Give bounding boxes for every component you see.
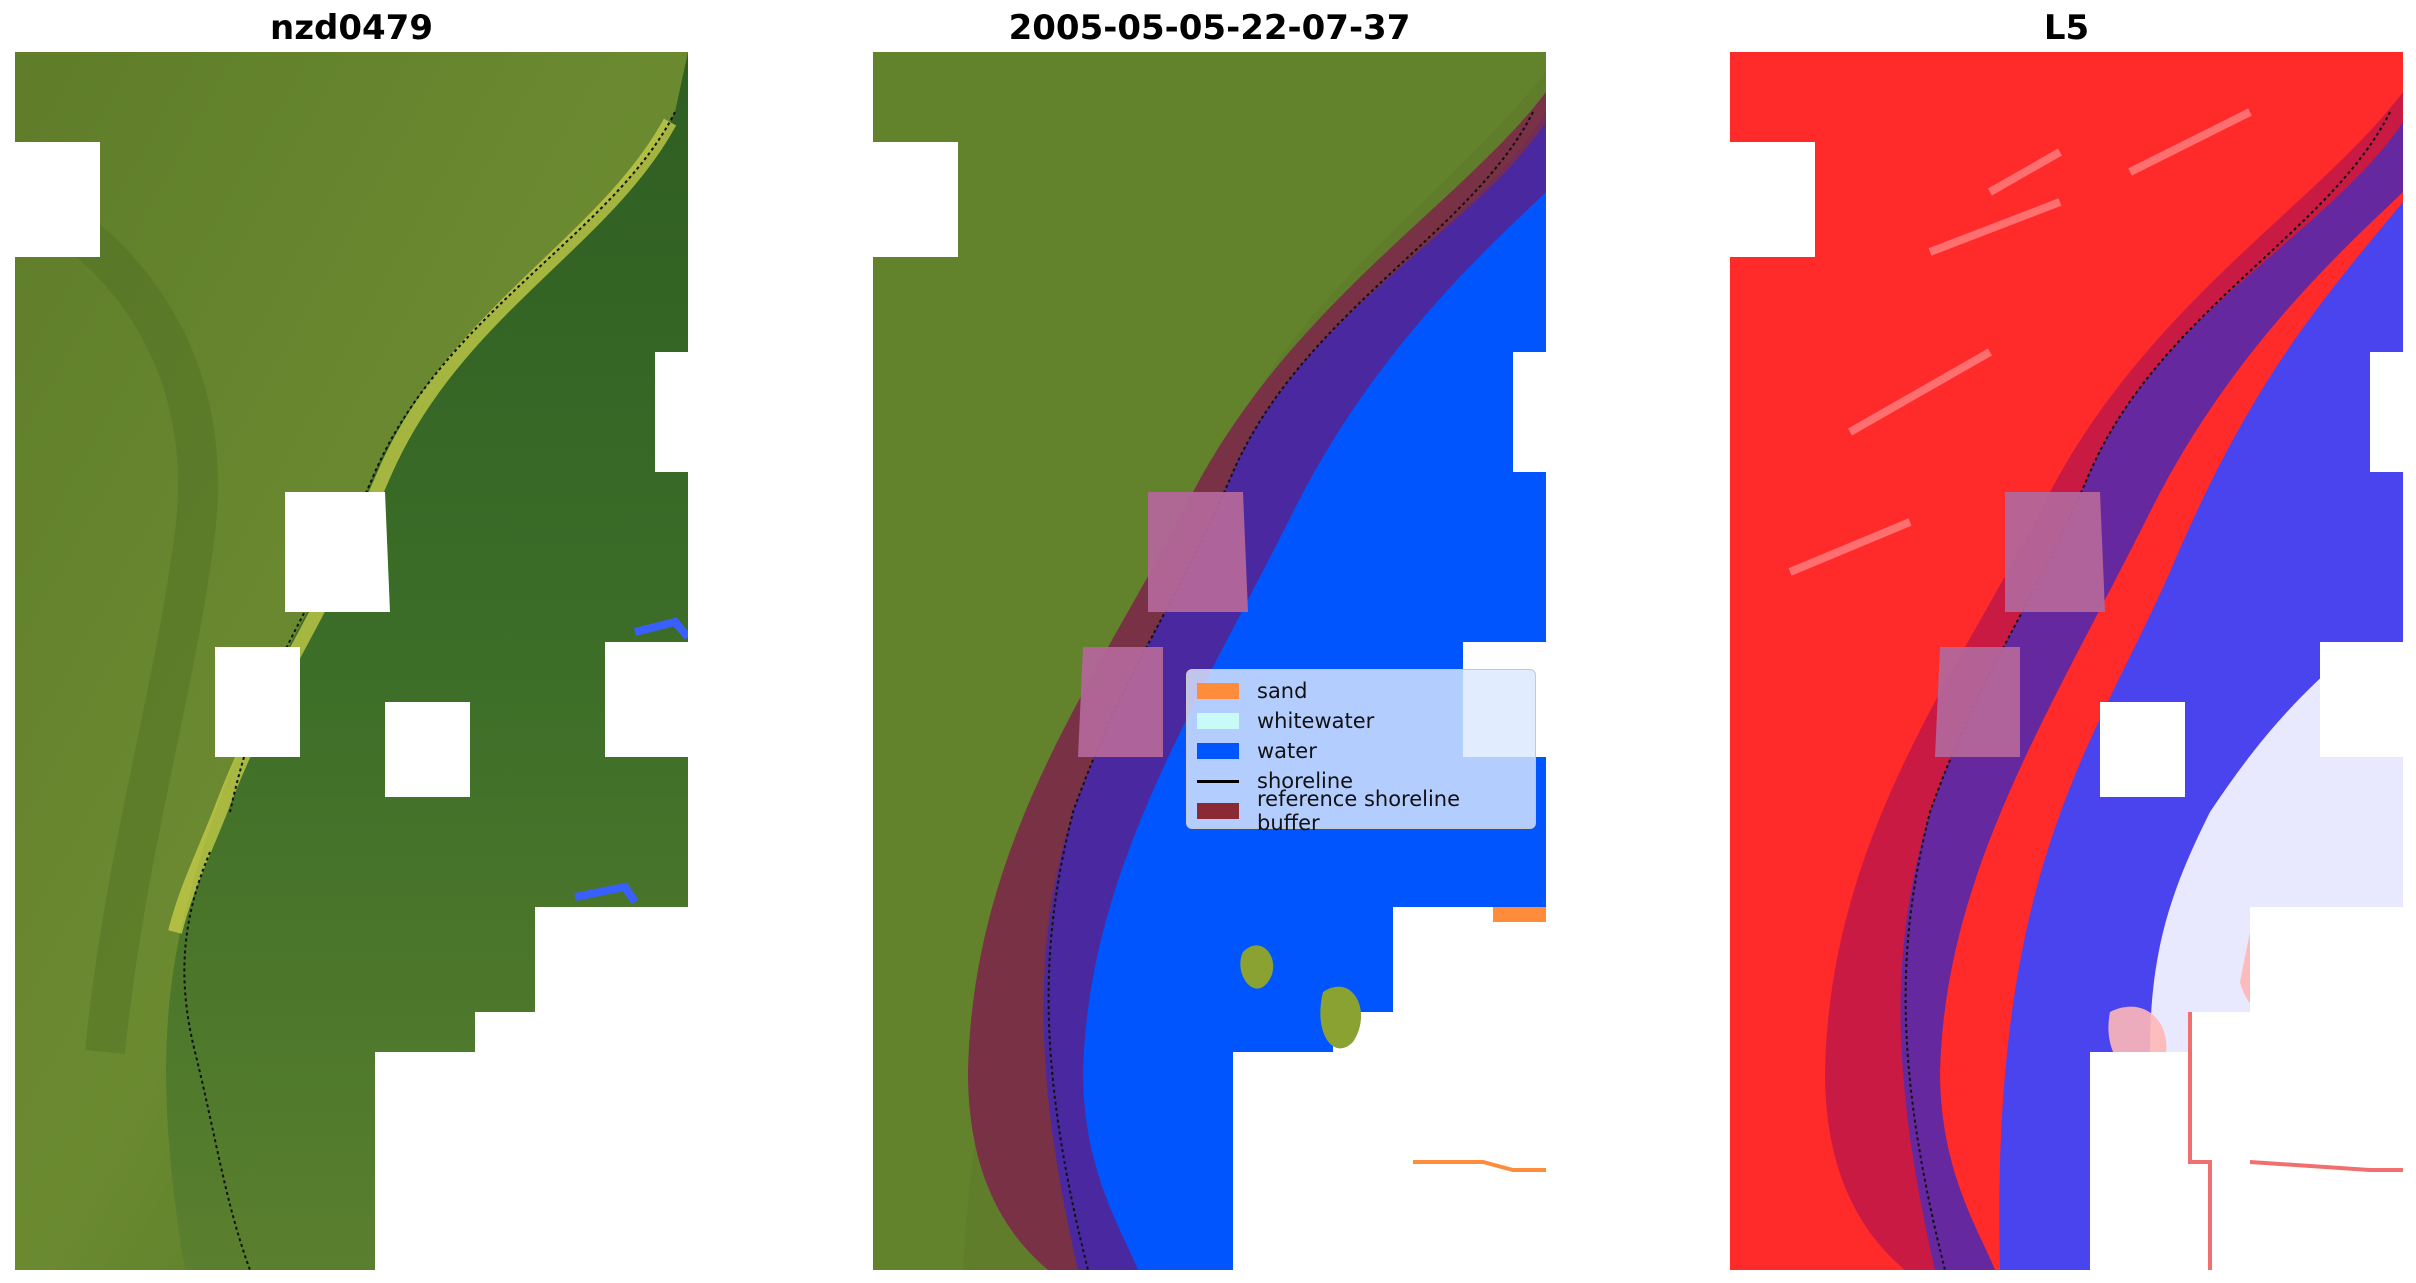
legend-item-sand: sand [1197, 676, 1525, 706]
legend-label-shoreline: shoreline [1257, 769, 1354, 793]
classification-panel [873, 52, 1546, 1270]
legend-label-whitewater: whitewater [1257, 709, 1375, 733]
panel-title-rgb: nzd0479 [270, 8, 433, 48]
buffer-swatch [1197, 803, 1239, 819]
legend-label-buffer: reference shoreline buffer [1257, 787, 1461, 835]
panel-title-index: L5 [2043, 8, 2090, 48]
cloud-mask [15, 142, 688, 1270]
rgb-image-panel [15, 52, 688, 1270]
whitewater-swatch [1197, 713, 1239, 729]
index-map [1730, 52, 2403, 1270]
legend-label-sand: sand [1257, 679, 1308, 703]
panel-title-classification: 2005-05-05-22-07-37 [1008, 8, 1411, 48]
index-panel [1730, 52, 2403, 1270]
shoreline-swatch [1197, 779, 1239, 783]
legend-item-water: water [1197, 736, 1525, 766]
legend-item-buffer: reference shoreline buffer [1197, 787, 1525, 835]
classification-map [873, 52, 1546, 1270]
rgb-image [15, 52, 688, 1270]
water-swatch [1197, 743, 1239, 759]
legend: sand whitewater water shoreline referenc… [1186, 669, 1536, 835]
legend-label-water: water [1257, 739, 1317, 763]
legend-item-whitewater: whitewater [1197, 706, 1525, 736]
sand-swatch [1197, 683, 1239, 699]
legend-item-shoreline: shoreline [1197, 766, 1525, 796]
